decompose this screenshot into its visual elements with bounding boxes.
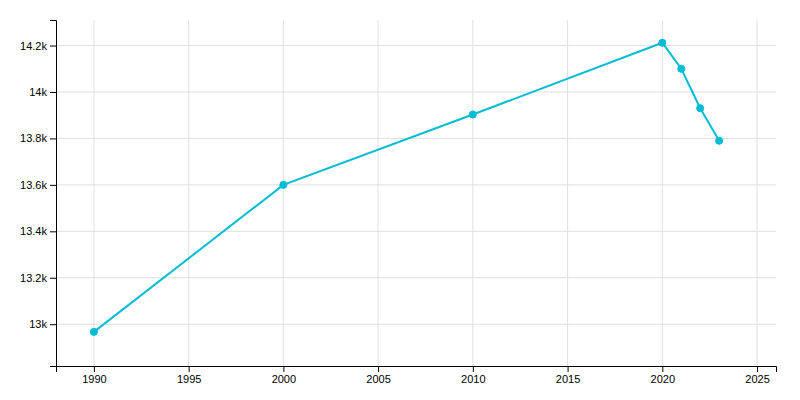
chart: 1990 1995 2000 2005 2010 2015 2020 2025 13k 13.2k… — [0, 0, 800, 400]
tick: 14k — [29, 86, 56, 98]
tick-mark — [50, 92, 56, 93]
tick-mark — [473, 366, 474, 372]
grid — [56, 20, 776, 366]
line — [94, 43, 719, 332]
grid-line — [662, 20, 663, 366]
tick-label: 1990 — [82, 373, 106, 385]
tick: 2005 — [366, 366, 390, 385]
y-axis: 13k 13.2k 13.4k 13.6k 13.8k 14k 14.2k — [20, 21, 56, 367]
tick: 14.2k — [20, 40, 56, 52]
tick-mark — [50, 324, 56, 325]
x-axis: 1990 1995 2000 2005 2010 2015 2020 2025 — [57, 366, 777, 385]
marker — [469, 111, 476, 118]
tick: 2015 — [556, 366, 580, 385]
grid-line — [56, 45, 776, 46]
grid-line — [93, 20, 94, 366]
grid-line — [56, 91, 776, 92]
tick-mark — [50, 46, 56, 47]
tick-mark — [50, 185, 56, 186]
grid-line — [56, 184, 776, 185]
tick-label: 2025 — [745, 373, 769, 385]
grid-line — [472, 20, 473, 366]
tick-mark — [568, 366, 569, 372]
tick-mark — [50, 138, 56, 139]
grid-line — [56, 138, 776, 139]
tick-label: 2010 — [461, 373, 485, 385]
tick-mark — [662, 366, 663, 372]
tick: 13.8k — [20, 132, 56, 144]
grid-line — [378, 20, 379, 366]
tick-label: 2015 — [556, 373, 580, 385]
tick: 1990 — [82, 366, 106, 385]
axis-line — [57, 367, 777, 373]
marker — [716, 137, 723, 144]
tick-label: 13.8k — [20, 132, 47, 144]
marker — [678, 65, 685, 72]
marker — [90, 328, 97, 335]
tick: 13k — [29, 318, 56, 330]
marker — [280, 181, 287, 188]
tick-label: 1995 — [177, 373, 201, 385]
tick-mark — [283, 366, 284, 372]
tick-label: 2005 — [366, 373, 390, 385]
tick: 2010 — [461, 366, 485, 385]
tick-label: 14k — [29, 86, 47, 98]
tick-label: 2020 — [651, 373, 675, 385]
tick-mark — [757, 366, 758, 372]
tick-label: 13.4k — [20, 225, 47, 237]
marks — [90, 39, 722, 335]
tick: 13.6k — [20, 179, 56, 191]
marker — [697, 105, 704, 112]
tick: 2020 — [651, 366, 675, 385]
tick: 13.4k — [20, 225, 56, 237]
grid-line — [567, 20, 568, 366]
axis-line — [50, 21, 57, 367]
grid-line — [56, 231, 776, 232]
marker — [659, 39, 666, 46]
grid-line — [757, 20, 758, 366]
grid-line — [283, 20, 284, 366]
tick-label: 13.2k — [20, 272, 47, 284]
tick-mark — [94, 366, 95, 372]
tick-mark — [50, 231, 56, 232]
tick-label: 13k — [29, 318, 47, 330]
chart-container: 1990 1995 2000 2005 2010 2015 2020 2025 13k 13.2k… — [0, 0, 800, 400]
tick: 2000 — [272, 366, 296, 385]
grid-line — [56, 324, 776, 325]
tick-label: 14.2k — [20, 40, 47, 52]
tick-mark — [189, 366, 190, 372]
tick-label: 13.6k — [20, 179, 47, 191]
tick-mark — [50, 278, 56, 279]
tick: 13.2k — [20, 272, 56, 284]
tick: 1995 — [177, 366, 201, 385]
tick-label: 2000 — [272, 373, 296, 385]
tick-mark — [378, 366, 379, 372]
plot: 1990 1995 2000 2005 2010 2015 2020 2025 13k 13.2k… — [20, 20, 776, 385]
tick: 2025 — [745, 366, 769, 385]
grid-line — [188, 20, 189, 366]
